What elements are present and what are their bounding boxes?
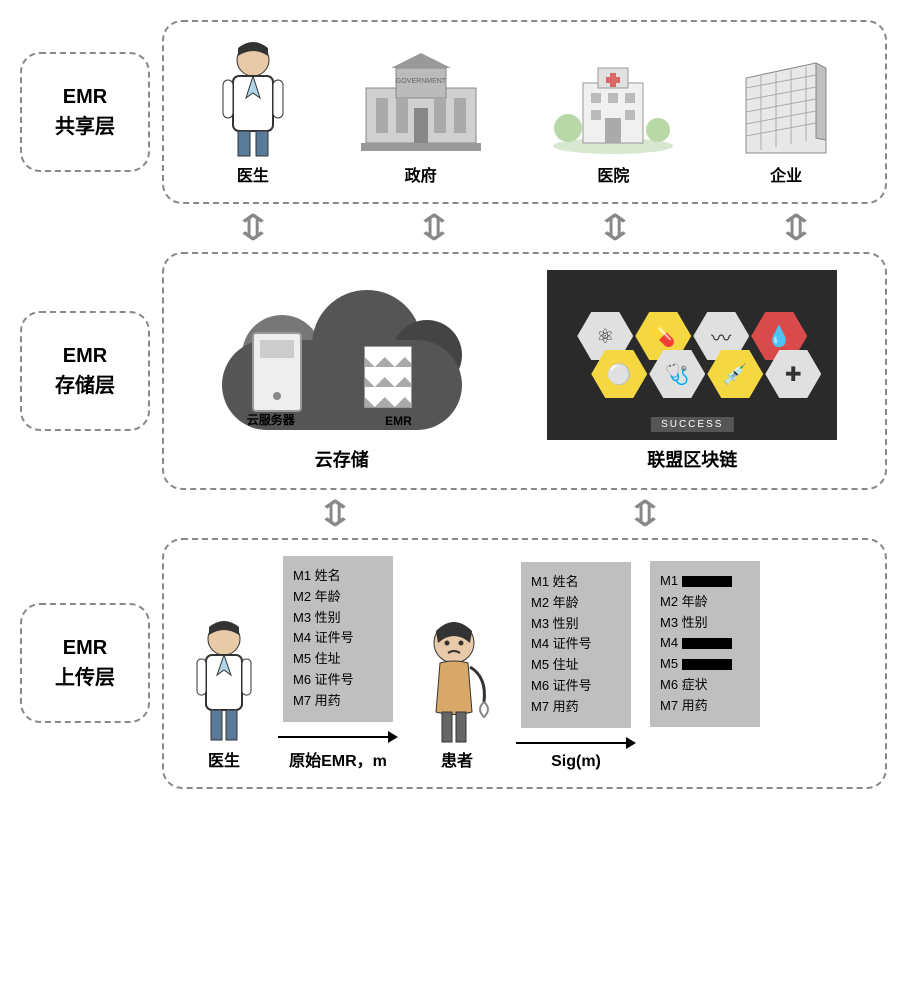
- arrows-share-storage: ⇕ ⇕ ⇕ ⇕: [20, 210, 887, 246]
- government-icon: GOVERNMENT: [346, 38, 496, 158]
- arrows-storage-upload: ⇕ ⇕: [20, 496, 887, 532]
- double-arrow-icon: ⇕: [314, 496, 356, 532]
- entity-label: 企业: [770, 162, 802, 186]
- double-arrow-icon: ⇕: [775, 210, 817, 246]
- redact-bar: [682, 638, 732, 649]
- field-row: M1 姓名: [293, 566, 379, 587]
- upload-label: 原始EMR，m: [289, 747, 387, 771]
- field-row: M2 年龄: [531, 593, 617, 614]
- entity-label: 医生: [237, 162, 269, 186]
- upload-doctor: 医生: [184, 617, 264, 771]
- share-layer-row: EMR 共享层 医生: [20, 20, 887, 204]
- label-line: 共享层: [55, 112, 115, 142]
- upload-layer-row: EMR 上传层 医生 M1 姓名 M: [20, 538, 887, 789]
- sub-label: 云服务器: [247, 411, 295, 428]
- field-row: M7 用药: [531, 697, 617, 718]
- arrow-right-icon: [278, 727, 398, 747]
- field-row: M5: [660, 654, 746, 675]
- field-row: M1: [660, 571, 746, 592]
- double-arrow-icon: ⇕: [413, 210, 455, 246]
- entity-government: GOVERNMENT 政府: [346, 38, 496, 186]
- double-arrow-icon: ⇕: [594, 210, 636, 246]
- doctor-icon: [184, 617, 264, 747]
- redact-bar: [682, 659, 732, 670]
- storage-layer-label: EMR 存储层: [20, 311, 150, 431]
- storage-label: 云存储: [315, 446, 369, 472]
- field-row: M4 证件号: [531, 634, 617, 655]
- cloud-storage: 云服务器 EMR 云存储: [212, 280, 472, 472]
- field-row: M2 年龄: [293, 587, 379, 608]
- label-line: EMR: [63, 633, 107, 663]
- entity-label: 医院: [597, 162, 629, 186]
- cloud-icon: 云服务器 EMR: [212, 280, 472, 440]
- sig-fields-block: M1 M2 年龄 M3 性别 M4 M5 M6 症状 M7 用药: [650, 561, 760, 771]
- sub-label: EMR: [385, 414, 412, 428]
- field-row: M6 证件号: [293, 670, 379, 691]
- field-row: M7 用药: [660, 696, 746, 717]
- label-line: 上传层: [55, 663, 115, 693]
- upload-layer-content: 医生 M1 姓名 M2 年龄 M3 性别 M4 证件号 M5 住址 M6 证件号…: [162, 538, 887, 789]
- patient-fields-block: M1 姓名 M2 年龄 M3 性别 M4 证件号 M5 住址 M6 证件号 M7…: [516, 562, 636, 771]
- field-row: M3 性别: [660, 613, 746, 634]
- upload-label: Sig(m): [551, 753, 601, 771]
- server-icon: [252, 332, 302, 412]
- upload-patient: 患者: [412, 617, 502, 771]
- field-row: M7 用药: [293, 691, 379, 712]
- hex-panel-icon: ⚛ 💊 〰 💧 ⚪ 🩺 💉 ✚ SUCCESS: [547, 270, 837, 440]
- label-line: EMR: [63, 82, 107, 112]
- success-tag: SUCCESS: [651, 417, 733, 432]
- field-row: M3 性别: [293, 608, 379, 629]
- field-row: M6 症状: [660, 675, 746, 696]
- share-layer-label: EMR 共享层: [20, 52, 150, 172]
- patient-icon: [412, 617, 502, 747]
- emr-doc-icon: [364, 346, 412, 408]
- field-row: M2 年龄: [660, 592, 746, 613]
- double-arrow-icon: ⇕: [624, 496, 666, 532]
- field-row: M3 性别: [531, 614, 617, 635]
- entity-enterprise: 企业: [731, 38, 841, 186]
- storage-label: 联盟区块链: [647, 446, 737, 472]
- share-layer-content: 医生 GOVERNMENT 政府: [162, 20, 887, 204]
- redact-bar: [682, 576, 732, 587]
- field-box-patient: M1 姓名 M2 年龄 M3 性别 M4 证件号 M5 住址 M6 证件号 M7…: [521, 562, 631, 728]
- field-row: M5 住址: [531, 655, 617, 676]
- entity-hospital: 医院: [543, 38, 683, 186]
- arrow-right-icon: [516, 733, 636, 753]
- enterprise-icon: [731, 38, 841, 158]
- share-entities: 医生 GOVERNMENT 政府: [184, 38, 865, 186]
- storage-row: 云服务器 EMR 云存储 ⚛ 💊 〰 💧 ⚪ 🩺 💉 ✚ SUCCESS 联盟: [184, 270, 865, 472]
- raw-emr-block: M1 姓名 M2 年龄 M3 性别 M4 证件号 M5 住址 M6 证件号 M7…: [278, 556, 398, 771]
- upload-layer-label: EMR 上传层: [20, 603, 150, 723]
- storage-layer-content: 云服务器 EMR 云存储 ⚛ 💊 〰 💧 ⚪ 🩺 💉 ✚ SUCCESS 联盟: [162, 252, 887, 490]
- field-row: M4: [660, 633, 746, 654]
- entity-label: 政府: [405, 162, 437, 186]
- double-arrow-icon: ⇕: [231, 210, 273, 246]
- field-row: M1 姓名: [531, 572, 617, 593]
- blockchain: ⚛ 💊 〰 💧 ⚪ 🩺 💉 ✚ SUCCESS 联盟区块链: [547, 270, 837, 472]
- field-box-sig: M1 M2 年龄 M3 性别 M4 M5 M6 症状 M7 用药: [650, 561, 760, 727]
- field-row: M4 证件号: [293, 628, 379, 649]
- field-row: M6 证件号: [531, 676, 617, 697]
- upload-label: 医生: [208, 747, 240, 771]
- field-box-raw: M1 姓名 M2 年龄 M3 性别 M4 证件号 M5 住址 M6 证件号 M7…: [283, 556, 393, 722]
- storage-layer-row: EMR 存储层 云服务器 EMR 云存储: [20, 252, 887, 490]
- entity-doctor: 医生: [208, 38, 298, 186]
- label-line: EMR: [63, 341, 107, 371]
- field-row: M5 住址: [293, 649, 379, 670]
- upload-flow: 医生 M1 姓名 M2 年龄 M3 性别 M4 证件号 M5 住址 M6 证件号…: [184, 556, 865, 771]
- hospital-icon: [543, 38, 683, 158]
- doctor-icon: [208, 38, 298, 158]
- upload-label: 患者: [441, 747, 473, 771]
- svg-text:GOVERNMENT: GOVERNMENT: [396, 78, 447, 85]
- label-line: 存储层: [55, 371, 115, 401]
